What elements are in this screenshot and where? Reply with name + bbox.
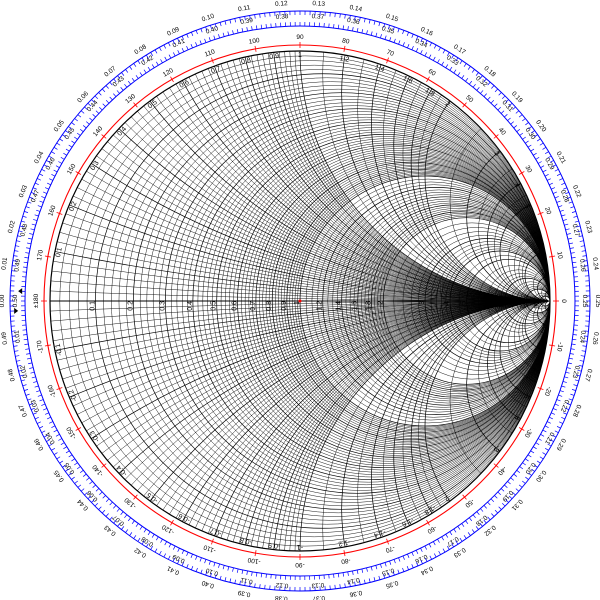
axis-r-label: 0.8 xyxy=(266,301,273,311)
rim-x-label: 20 xyxy=(540,272,548,281)
angle-deg-label: -90 xyxy=(295,561,305,568)
wavelength-outer-label: 0.38 xyxy=(274,594,287,600)
wavelength-outer-label: 0.00 xyxy=(0,294,6,307)
axis-r-label: 20 xyxy=(520,301,527,309)
axis-r-label: 0.2 xyxy=(127,301,134,311)
axis-r-label: 1.4 xyxy=(336,301,343,311)
wavelength-outer-label: 0.12 xyxy=(275,0,288,8)
smith-chart: 0.1 0.2 0.3 0.4 0.5 0.6 0.7 0.8 0.9 1 1.2 1.4 1.6 1.8… xyxy=(0,0,600,600)
axis-r-label: 1.6 xyxy=(352,301,359,311)
rim-x-label: 0.9 xyxy=(269,53,280,61)
angle-deg-label: ±180 xyxy=(33,293,40,308)
axis-r-label: 50 xyxy=(534,301,541,309)
axis-r-label: 0.9 xyxy=(281,301,288,311)
wavelength-outer-label: 0.25 xyxy=(594,295,600,308)
axis-r-label: 0.7 xyxy=(250,301,257,311)
axis-r-label: 0.6 xyxy=(232,301,239,311)
axis-r-label: 1.2 xyxy=(317,301,324,311)
axis-r-label: 3 xyxy=(419,301,426,305)
wavelength-inner-label: 0.37 xyxy=(311,13,324,21)
axis-r-label: 2 xyxy=(377,301,384,305)
angle-deg-label: 0 xyxy=(560,299,567,303)
wavelength-inner-label: 0.38 xyxy=(276,13,289,21)
wavelength-outer-label: 0.37 xyxy=(312,594,325,600)
wavelength-outer-label: 0.13 xyxy=(312,0,325,8)
axis-r-label: 4 xyxy=(444,301,451,305)
wavelength-inner-label: 0.13 xyxy=(311,581,324,589)
rim-x-label: -0.9 xyxy=(268,541,281,549)
axis-r-label: 10 xyxy=(499,301,506,309)
axis-r-label: 0.3 xyxy=(159,301,166,311)
axis-r-label: 0.5 xyxy=(211,301,218,311)
rim-x-label: -1 xyxy=(297,543,303,550)
axis-r-label: 1.8 xyxy=(365,301,372,311)
axis-r-label: 0.4 xyxy=(187,301,194,311)
axis-r-label: 0.1 xyxy=(89,301,96,311)
rim-x-label: 1 xyxy=(298,52,302,59)
rim-x-label: -20 xyxy=(540,320,548,331)
angle-deg-label: 90 xyxy=(296,34,304,41)
axis-r-label: 5 xyxy=(461,301,468,305)
wavelength-inner-label: 0.12 xyxy=(275,581,288,589)
